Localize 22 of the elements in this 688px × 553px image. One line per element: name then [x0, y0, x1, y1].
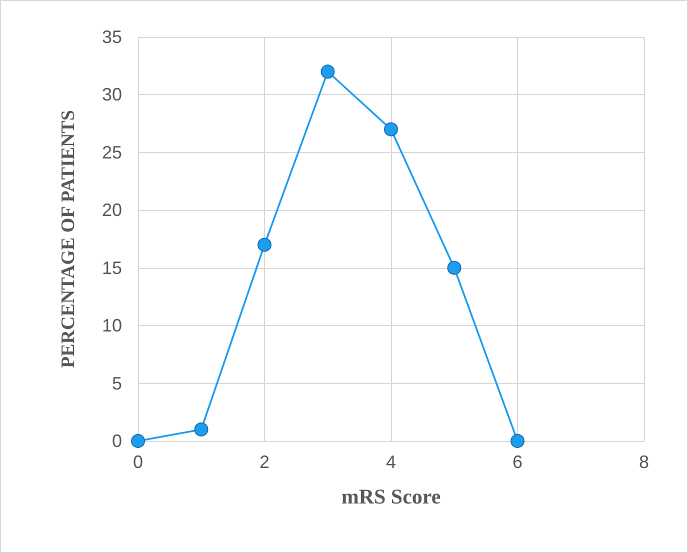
point	[384, 122, 398, 136]
x-tick-label: 8	[638, 452, 650, 472]
point	[194, 422, 208, 436]
y-tick-label: 0	[112, 431, 122, 451]
x-tick-label: 4	[386, 452, 396, 472]
point	[258, 238, 272, 252]
y-tick-label: 20	[102, 200, 122, 220]
x-tick-label: 6	[512, 452, 523, 472]
y-tick-label: 10	[102, 316, 122, 336]
point	[510, 434, 524, 448]
x-tick-label: 0	[132, 452, 144, 472]
y-tick-label: 25	[102, 142, 122, 162]
y-tick-label: 30	[102, 84, 122, 105]
x-tick-label: 2	[259, 452, 270, 472]
point	[447, 260, 462, 275]
y-tick-label: 15	[102, 258, 122, 278]
y-tick-label: 5	[112, 373, 122, 394]
point	[320, 64, 335, 79]
y-tick-label: 35	[102, 27, 122, 47]
y-axis-title: PERCENTAGE OF PATIENTS	[58, 110, 79, 368]
x-axis-title: mRS Score	[341, 484, 441, 508]
point	[131, 434, 145, 448]
